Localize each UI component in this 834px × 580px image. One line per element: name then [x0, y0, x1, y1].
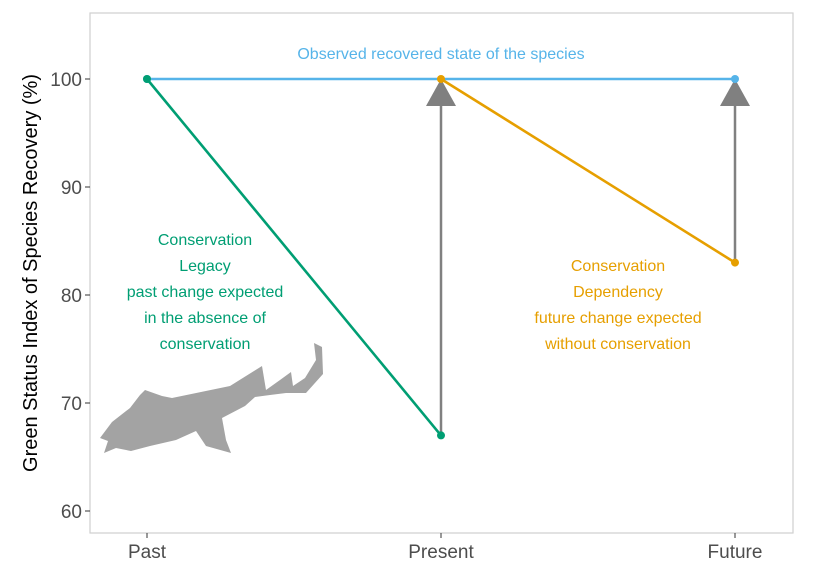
x-tick-label: Past	[128, 542, 167, 563]
annotation-text: Conservation	[571, 258, 665, 275]
annotation-text: future change expected	[534, 310, 701, 327]
y-tick-label: 90	[61, 178, 82, 199]
recovery-arrow-head	[720, 79, 750, 106]
annotation-text: Dependency	[573, 284, 663, 301]
x-tick-label: Present	[408, 542, 474, 563]
y-tick-label: 60	[61, 502, 82, 523]
y-tick-label: 100	[50, 70, 82, 91]
annotation-text: Legacy	[179, 258, 231, 275]
series-line	[145, 78, 443, 437]
annotation-text: past change expected	[127, 284, 284, 301]
annotation-text: conservation	[160, 336, 251, 353]
series-line	[440, 77, 736, 264]
annotation-text: Observed recovered state of the species	[297, 46, 584, 63]
annotation-text: Conservation	[158, 232, 252, 249]
data-point	[143, 75, 151, 83]
x-tick-label: Future	[708, 542, 763, 563]
recovery-arrow-head	[426, 79, 456, 106]
data-point	[731, 75, 739, 83]
annotation-text: in the absence of	[144, 310, 266, 327]
y-tick-label: 70	[61, 394, 82, 415]
data-point	[731, 258, 739, 267]
data-point	[437, 75, 445, 83]
y-axis-title: Green Status Index of Species Recovery (…	[20, 74, 42, 472]
annotation-text: without conservation	[544, 336, 691, 353]
y-tick-label: 80	[61, 286, 82, 307]
data-point	[437, 431, 445, 440]
shark-silhouette	[100, 343, 323, 453]
